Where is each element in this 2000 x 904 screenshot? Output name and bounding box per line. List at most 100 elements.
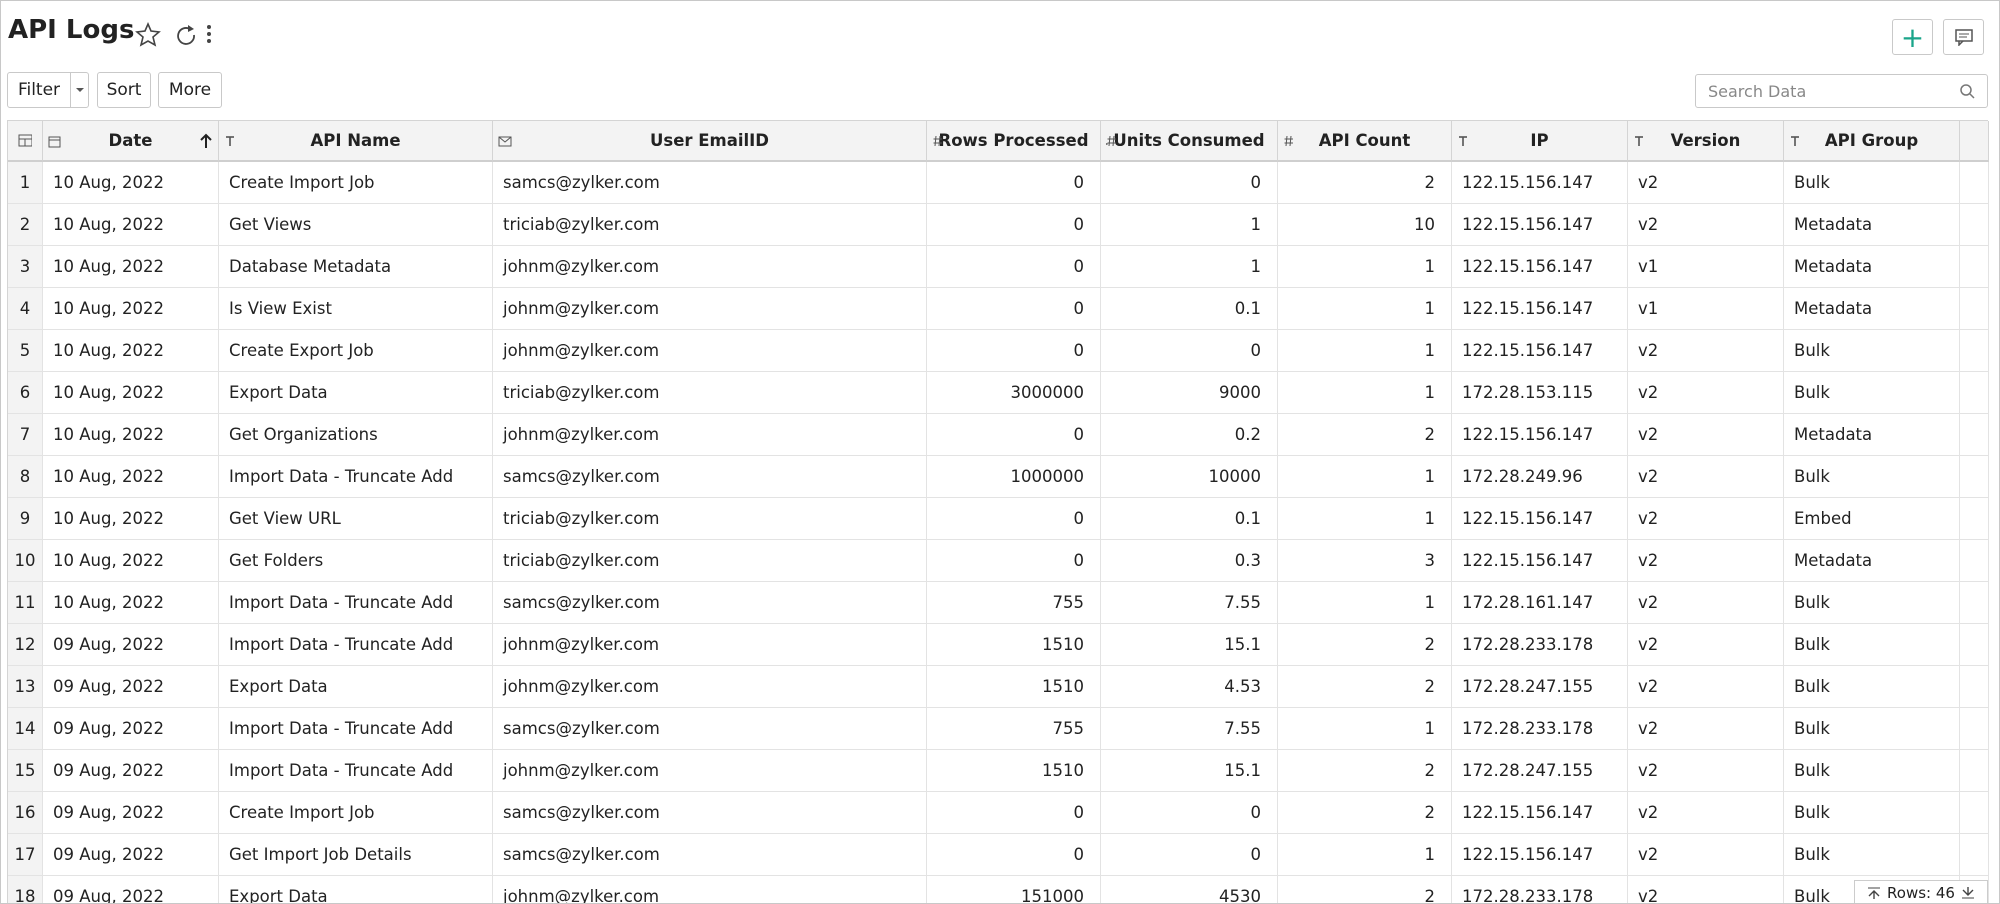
table-cell: samcs@zylker.com — [493, 582, 927, 624]
table-cell: 0 — [927, 834, 1101, 876]
table-cell: triciab@zylker.com — [493, 372, 927, 414]
table-cell: Import Data - Truncate Add — [219, 750, 493, 792]
table-cell: 0.3 — [1101, 540, 1278, 582]
row-filler — [1960, 162, 1989, 204]
table-cell: 10 Aug, 2022 — [43, 540, 219, 582]
table-cell: 122.15.156.147 — [1452, 834, 1628, 876]
table-cell: johnm@zylker.com — [493, 246, 927, 288]
row-filler — [1960, 246, 1989, 288]
sort-button[interactable]: Sort — [97, 72, 151, 108]
table-cell: v2 — [1628, 204, 1784, 246]
table-cell: 10 Aug, 2022 — [43, 582, 219, 624]
table-cell: 172.28.233.178 — [1452, 624, 1628, 666]
table-cell: Get Import Job Details — [219, 834, 493, 876]
table-cell: Get Views — [219, 204, 493, 246]
table-cell: 1510 — [927, 666, 1101, 708]
column-title: Version — [1670, 131, 1741, 150]
scroll-bottom-icon[interactable] — [1961, 886, 1975, 900]
row-number: 15 — [8, 750, 43, 792]
row-number: 16 — [8, 792, 43, 834]
table-cell: 09 Aug, 2022 — [43, 750, 219, 792]
table-cell: 0 — [927, 330, 1101, 372]
comment-icon — [1954, 29, 1973, 46]
column-title: IP — [1530, 131, 1549, 150]
search-box[interactable]: Search Data — [1695, 74, 1988, 108]
column-header[interactable]: API Count — [1278, 121, 1452, 162]
table-cell: Import Data - Truncate Add — [219, 708, 493, 750]
table-cell: 172.28.247.155 — [1452, 666, 1628, 708]
table-cell: 122.15.156.147 — [1452, 498, 1628, 540]
row-number: 12 — [8, 624, 43, 666]
table-cell: 09 Aug, 2022 — [43, 834, 219, 876]
column-header[interactable]: Rows Processed — [927, 121, 1101, 162]
table-cell: 1 — [1101, 204, 1278, 246]
row-number: 10 — [8, 540, 43, 582]
table-cell: Import Data - Truncate Add — [219, 624, 493, 666]
table-cell: Import Data - Truncate Add — [219, 582, 493, 624]
column-header[interactable]: Units Consumed — [1101, 121, 1278, 162]
table-cell: 122.15.156.147 — [1452, 288, 1628, 330]
table-cell: 122.15.156.147 — [1452, 540, 1628, 582]
column-title: Rows Processed — [938, 131, 1089, 150]
table-cell: 09 Aug, 2022 — [43, 708, 219, 750]
column-header[interactable]: IP — [1452, 121, 1628, 162]
add-button[interactable]: + — [1892, 19, 1933, 55]
table-cell: v2 — [1628, 330, 1784, 372]
row-filler — [1960, 540, 1989, 582]
column-header[interactable]: API Name — [219, 121, 493, 162]
table-cell: triciab@zylker.com — [493, 204, 927, 246]
table-cell: Create Import Job — [219, 162, 493, 204]
more-button[interactable]: More — [158, 72, 222, 108]
table-cell: 09 Aug, 2022 — [43, 876, 219, 903]
column-header[interactable]: API Group — [1784, 121, 1960, 162]
type-icon — [48, 136, 61, 148]
column-header[interactable]: Date — [43, 121, 219, 162]
filter-button[interactable]: Filter — [7, 72, 71, 108]
table-cell: samcs@zylker.com — [493, 834, 927, 876]
table-cell: v2 — [1628, 498, 1784, 540]
table-cell: 2 — [1278, 876, 1452, 903]
table-cell: Import Data - Truncate Add — [219, 456, 493, 498]
table-cell: 0 — [927, 246, 1101, 288]
column-title: API Group — [1824, 131, 1919, 150]
filter-dropdown[interactable] — [70, 72, 89, 108]
table-cell: 0 — [927, 540, 1101, 582]
data-grid: Date API Name User EmailID Rows Processed Un… — [7, 120, 1989, 903]
table-cell: Bulk — [1784, 624, 1960, 666]
table-cell: 1 — [1278, 372, 1452, 414]
table-cell: v2 — [1628, 414, 1784, 456]
table-cell: Metadata — [1784, 414, 1960, 456]
table-cell: 10 Aug, 2022 — [43, 372, 219, 414]
row-filler — [1960, 414, 1989, 456]
row-number: 7 — [8, 414, 43, 456]
table-cell: Bulk — [1784, 708, 1960, 750]
type-icon — [1284, 135, 1293, 147]
column-header[interactable]: User EmailID — [493, 121, 927, 162]
table-cell: 172.28.233.178 — [1452, 876, 1628, 903]
table-cell: 151000 — [927, 876, 1101, 903]
corner-cell[interactable] — [8, 121, 43, 162]
row-filler — [1960, 876, 1989, 903]
table-cell: 172.28.161.147 — [1452, 582, 1628, 624]
table-cell: 122.15.156.147 — [1452, 792, 1628, 834]
table-cell: v2 — [1628, 372, 1784, 414]
table-cell: 1 — [1278, 456, 1452, 498]
scroll-top-icon[interactable] — [1867, 886, 1881, 900]
column-title: Units Consumed — [1113, 131, 1265, 150]
table-cell: Create Import Job — [219, 792, 493, 834]
title-icons[interactable] — [135, 21, 225, 49]
comment-button[interactable] — [1943, 19, 1984, 55]
type-icon — [1791, 136, 1799, 146]
row-filler — [1960, 624, 1989, 666]
table-cell: 10 Aug, 2022 — [43, 330, 219, 372]
row-filler — [1960, 372, 1989, 414]
table-cell: triciab@zylker.com — [493, 498, 927, 540]
sort-arrow[interactable] — [200, 133, 212, 149]
column-header[interactable]: Version — [1628, 121, 1784, 162]
table-cell: 122.15.156.147 — [1452, 162, 1628, 204]
column-title: API Name — [310, 131, 401, 150]
table-cell: Database Metadata — [219, 246, 493, 288]
row-filler — [1960, 204, 1989, 246]
table-cell: 10 Aug, 2022 — [43, 204, 219, 246]
